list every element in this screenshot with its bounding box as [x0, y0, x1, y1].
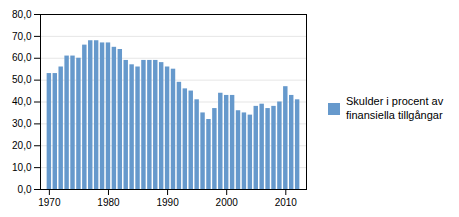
svg-text:1970: 1970: [38, 197, 61, 208]
svg-text:70,0: 70,0: [12, 31, 32, 42]
svg-text:1990: 1990: [156, 197, 179, 208]
svg-text:2000: 2000: [216, 197, 239, 208]
svg-text:10,0: 10,0: [12, 162, 32, 173]
svg-text:2010: 2010: [275, 197, 298, 208]
svg-text:0,0: 0,0: [18, 184, 32, 195]
svg-text:50,0: 50,0: [12, 74, 32, 85]
svg-text:30,0: 30,0: [12, 118, 32, 129]
svg-text:80,0: 80,0: [12, 9, 32, 20]
svg-text:60,0: 60,0: [12, 52, 32, 63]
svg-text:1980: 1980: [97, 197, 120, 208]
svg-text:40,0: 40,0: [12, 96, 32, 107]
html-text:Skulder i procent av finansiel: Skulder i procent av finansiella tillgån…: [346, 94, 444, 121]
svg-text:20,0: 20,0: [12, 140, 32, 151]
